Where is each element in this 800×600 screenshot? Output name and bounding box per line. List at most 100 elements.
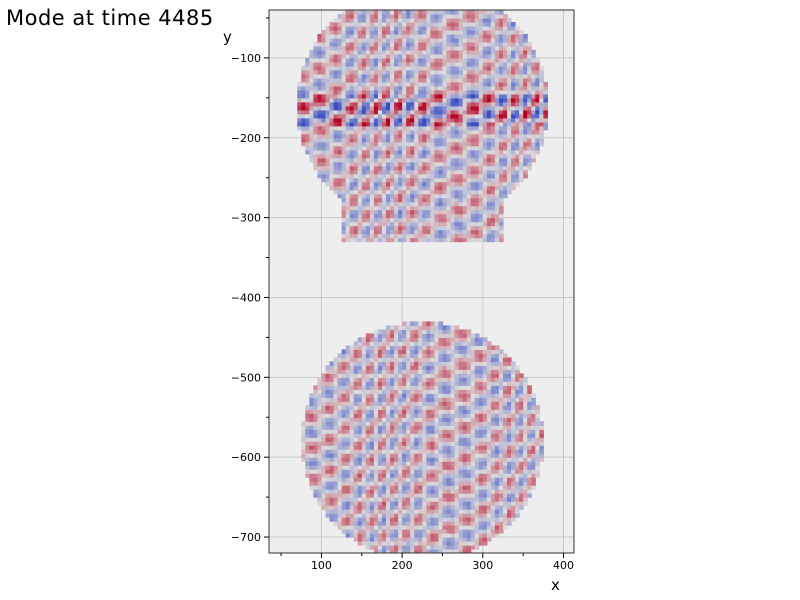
heatmap-cell [317,477,323,482]
heatmap-cell [361,217,367,223]
heatmap-cell [434,437,440,442]
heatmap-cell [390,477,395,482]
heatmap-cell [486,21,492,27]
heatmap-cell [357,197,363,203]
heatmap-cell [394,169,399,175]
heatmap-cell [406,69,411,75]
heatmap-cell [478,461,484,466]
heatmap-cell [369,53,375,59]
heatmap-cell [305,125,310,131]
heatmap-cell [466,361,472,366]
heatmap-cell [458,509,464,514]
heatmap-cell [381,33,387,39]
heatmap-cell [442,237,448,243]
heatmap-cell [458,141,464,147]
heatmap-cell [462,437,468,442]
heatmap-cell [402,321,407,327]
heatmap-cell [430,373,436,378]
heatmap-cell [394,17,399,23]
heatmap-cell [426,105,431,111]
heatmap-cell [349,453,355,458]
heatmap-cell [341,89,347,95]
heatmap-cell [325,49,331,55]
heatmap-cell [381,437,387,442]
heatmap-cell [434,465,440,470]
heatmap-cell [349,17,355,23]
heatmap-cell [458,133,464,139]
heatmap-cell [321,105,327,111]
heatmap-cell [446,65,452,71]
heatmap-cell [478,453,484,458]
heatmap-cell [337,421,343,426]
heatmap-cell [333,29,339,35]
heatmap-cell [381,473,387,478]
heatmap-cell [462,157,468,163]
heatmap-cell [337,153,343,159]
heatmap-cell [365,81,371,87]
heatmap-cell [305,429,310,434]
heatmap-cell [422,97,427,103]
heatmap-cell [470,233,476,239]
heatmap-cell [398,37,403,43]
heatmap-cell [414,161,419,167]
heatmap-cell [313,65,319,71]
heatmap-cell [398,10,403,15]
heatmap-cell [406,545,411,550]
heatmap-cell [406,33,411,39]
heatmap-cell [454,69,460,75]
heatmap-cell [337,409,343,414]
heatmap-cell [418,81,423,87]
heatmap-cell [422,49,427,55]
heatmap-cell [321,417,327,422]
heatmap-cell [418,197,423,203]
heatmap-cell [490,221,496,227]
heatmap-cell [321,37,327,43]
heatmap-cell [321,401,327,406]
heatmap-cell [406,121,411,127]
heatmap-cell [490,361,496,366]
heatmap-cell [466,45,472,51]
heatmap-cell [434,85,440,91]
heatmap-cell [398,533,403,538]
heatmap-cell [454,465,460,470]
heatmap-cell [494,457,500,462]
heatmap-cell [442,225,448,231]
heatmap-cell [377,81,383,87]
heatmap-cell [402,357,407,362]
heatmap-cell [361,105,367,111]
heatmap-cell [394,173,399,179]
heatmap-cell [474,433,480,438]
heatmap-cell [305,121,310,127]
heatmap-cell [313,449,319,454]
heatmap-cell [434,25,440,31]
heatmap-cell [410,409,415,414]
heatmap-cell [349,425,355,430]
heatmap-cell [430,221,436,227]
heatmap-cell [353,129,359,135]
heatmap-cell [337,69,343,75]
heatmap-cell [349,445,355,450]
heatmap-cell [426,409,431,414]
heatmap-cell [446,113,452,119]
heatmap-cell [430,113,436,119]
heatmap-cell [414,381,419,386]
heatmap-cell [345,17,351,23]
heatmap-cell [341,113,347,119]
heatmap-cell [337,389,343,394]
heatmap-cell [377,189,383,195]
heatmap-cell [466,25,472,31]
heatmap-cell [406,449,411,454]
heatmap-cell [450,373,456,378]
heatmap-cell [402,10,407,15]
heatmap-cell [470,165,476,171]
heatmap-cell [422,45,427,51]
heatmap-cell [369,485,375,490]
heatmap-cell [353,173,359,179]
heatmap-cell [373,193,379,199]
heatmap-cell [482,105,488,111]
heatmap-cell [353,341,359,346]
heatmap-cell [361,461,367,466]
heatmap-cell [385,161,391,167]
heatmap-cell [426,525,431,530]
heatmap-cell [474,369,480,374]
